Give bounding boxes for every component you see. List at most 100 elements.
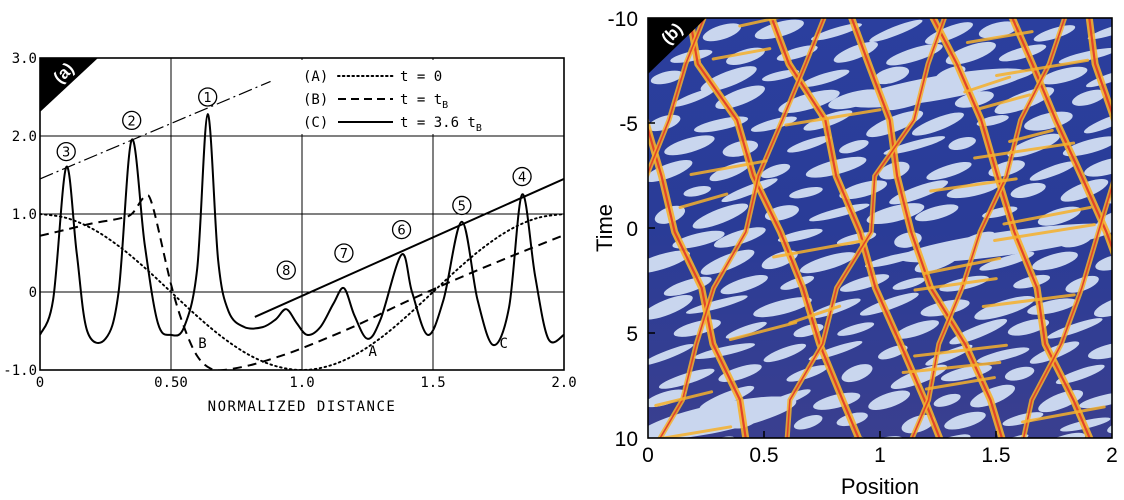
- heatmap-light-cell: [911, 112, 964, 136]
- legend-key-a: (A): [303, 69, 328, 85]
- heatmap-ridge-core: [659, 18, 825, 438]
- heatmap-light-cell: [1040, 66, 1088, 85]
- heatmap-light-cell: [833, 41, 878, 63]
- legend-label-b-main: t = t: [400, 92, 442, 108]
- heatmap-light-cell: [648, 294, 693, 320]
- heatmap-light-cell: [648, 250, 690, 274]
- heatmap-light-cell: [1093, 294, 1112, 318]
- peak-marker-circle: [122, 110, 142, 131]
- x-tick-label: 0: [36, 375, 44, 391]
- legend-entry-b: (B) t = tB: [303, 92, 448, 111]
- heatmap-ridge-core: [1022, 184, 1112, 438]
- heatmap-light-cell: [648, 343, 694, 366]
- heatmap-ridge-branch: [965, 30, 1034, 44]
- panel-a-x-ticks: 0 0.50 1.0 1.5 2.0: [36, 375, 577, 391]
- panel-a-x-axis-title: NORMALIZED DISTANCE: [208, 399, 397, 415]
- y-tick-label: -1.0: [3, 363, 37, 379]
- legend-label-c-sub: B: [476, 123, 482, 134]
- heatmap-light-cell: [692, 203, 749, 229]
- heatmap-ridge-core: [648, 18, 705, 175]
- panel-a-y-ticks: -1.0 0 1.0 2.0 3.0: [3, 51, 37, 379]
- heatmap-ridge-branch: [929, 177, 1018, 193]
- heatmap-light-cell: [1029, 161, 1077, 181]
- y-tick-label: 3.0: [12, 51, 37, 67]
- x-tick-label: 1.5: [981, 444, 1010, 467]
- x-tick-label: 0: [642, 444, 654, 467]
- heatmap-light-cell: [1114, 133, 1124, 159]
- heatmap-light-cell: [883, 136, 946, 155]
- heatmap-light-band: [648, 396, 797, 438]
- heatmap-light-cell: [801, 69, 850, 87]
- heatmap-ridge-core: [688, 18, 860, 438]
- heatmap-light-cell: [760, 163, 791, 179]
- peak-marker-circle: [198, 87, 218, 107]
- panel-b-x-axis-title: Position: [841, 474, 919, 499]
- heatmap-ridge-branch: [784, 108, 882, 127]
- heatmap-light-cell: [1120, 273, 1124, 298]
- heatmap-ridge-branch: [772, 239, 863, 259]
- heatmap-ridge-core: [931, 18, 1091, 438]
- heatmap-light-cell: [650, 70, 684, 85]
- heatmap-light-cell: [869, 19, 923, 43]
- panel-b-x-ticks: 0 0.5 1 1.5 2: [642, 431, 1118, 467]
- heatmap-ridges: [648, 18, 1112, 438]
- heatmap-light-cell: [976, 347, 1030, 363]
- trend-line-1: [40, 80, 271, 180]
- heatmap-ridge-branch: [913, 343, 1008, 358]
- heatmap-ridge-branch: [728, 321, 798, 341]
- heatmap-light-cell: [839, 274, 890, 292]
- heatmap-light-cell: [873, 66, 910, 85]
- heatmap-light-cell: [994, 87, 1055, 115]
- heatmap-ridge-core: [770, 18, 941, 438]
- heatmap-light-cell: [725, 321, 767, 339]
- heatmap-light-cell: [694, 343, 755, 359]
- panel-b-y-axis-title: Time: [592, 204, 617, 252]
- x-tick-label: 1: [874, 444, 886, 467]
- series-line-a: [40, 213, 564, 370]
- heatmap-light-band: [899, 223, 1112, 263]
- heatmap-light-cell: [1055, 364, 1105, 385]
- peak-marker-number: 4: [518, 171, 526, 186]
- heatmap-ridge-core: [1088, 18, 1112, 117]
- heatmap-light-cell: [970, 384, 1016, 408]
- x-tick-label: 2: [1106, 444, 1118, 467]
- heatmap-light-cell: [1032, 251, 1078, 271]
- heatmap-light-cell: [813, 392, 861, 410]
- x-tick-label: 0.50: [154, 375, 188, 391]
- heatmap-light-cell: [1024, 111, 1073, 131]
- heatmap-light-cell: [809, 203, 870, 222]
- legend-label-b: t = tB: [400, 92, 448, 111]
- y-tick-label: 0: [29, 285, 37, 301]
- peak-marker-number: 8: [282, 264, 290, 279]
- heatmap-ridge-core: [648, 125, 747, 438]
- heatmap-light-cell: [866, 110, 924, 138]
- panel-a-peak-labels: 1 2 3 4 5 6 7 8: [56, 87, 532, 280]
- legend-entry-a: (A) t = 0: [303, 69, 442, 85]
- heatmap-light-cell: [894, 320, 939, 339]
- trend-line-2: [254, 177, 564, 318]
- peak-marker-number: 1: [204, 91, 212, 106]
- heatmap-light-cell: [787, 135, 832, 153]
- heatmap-light-cell: [1115, 225, 1124, 250]
- heatmap-light-cell: [789, 187, 823, 199]
- heatmap-light-cell: [750, 116, 797, 132]
- heatmap-light-cell: [1087, 19, 1112, 40]
- peak-marker-circle: [391, 219, 412, 240]
- heatmap-light-cell: [648, 389, 686, 408]
- legend-label-c: t = 3.6 tB: [400, 115, 482, 134]
- heatmap-light-cell: [998, 44, 1047, 62]
- x-tick-label: 1.5: [420, 375, 445, 391]
- heatmap-light-cell: [948, 137, 976, 151]
- heatmap-ridge-branch: [993, 223, 1096, 242]
- heatmap-light-cell: [1033, 25, 1076, 42]
- heatmap-light-cell: [664, 135, 715, 156]
- heatmap-light-cell: [702, 23, 742, 42]
- heatmap-light-cell: [778, 89, 840, 114]
- heatmap-ridge-branch: [678, 192, 729, 209]
- heatmap-ridge-branch: [711, 47, 772, 61]
- heatmap-light-cell: [1002, 412, 1044, 426]
- y-tick-label: 1.0: [12, 207, 37, 223]
- heatmap-light-cell: [777, 228, 823, 243]
